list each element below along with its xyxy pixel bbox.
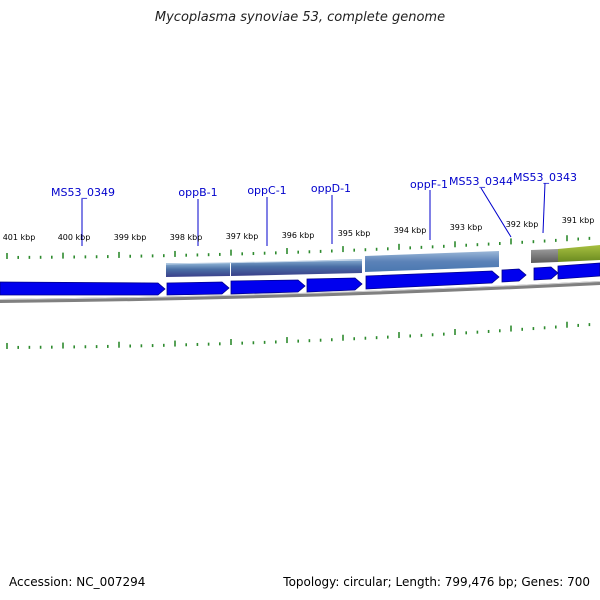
gene-label: oppB-1 [178, 186, 217, 199]
tick-label: 397 kbp [226, 232, 259, 241]
tick-label: 396 kbp [282, 231, 315, 240]
protein-features [165, 245, 600, 277]
tick-label: 391 kbp [562, 216, 595, 225]
scale-ticks-lower [6, 321, 591, 349]
gene-arrow [533, 266, 559, 281]
tick-label: 392 kbp [506, 220, 539, 229]
protein-feature-opp-b [166, 263, 230, 277]
protein-feature-green [558, 245, 600, 262]
protein-feature-opp-c [231, 259, 362, 276]
protein-feature-line [165, 259, 363, 265]
accession-label: Accession: NC_007294 [9, 575, 146, 589]
gene-arrow [230, 279, 306, 295]
gene-arrows [0, 262, 600, 296]
protein-feature-grey [531, 249, 558, 263]
gene-arrow [166, 281, 230, 296]
gene-arrow [306, 277, 363, 293]
protein-feature-opp-d [365, 251, 499, 272]
tick-label: 394 kbp [394, 226, 427, 235]
genome-backbone [0, 281, 600, 303]
scale-tick-labels: 401 kbp 400 kbp 399 kbp 398 kbp 397 kbp … [3, 216, 595, 242]
gene-arrow [557, 262, 600, 280]
gene-label: oppD-1 [311, 182, 351, 195]
map-title: Mycoplasma synoviae 53, complete genome [154, 10, 446, 25]
tick-label: 401 kbp [3, 233, 36, 242]
gene-label: oppC-1 [247, 184, 286, 197]
scale-ticks-upper [6, 235, 591, 259]
gene-label: MS53_0344 [449, 175, 513, 188]
gene-arrow [365, 270, 500, 290]
tick-label: 395 kbp [338, 229, 371, 238]
leader-ms53-0343 [542, 182, 546, 234]
genome-backbone-highlight [0, 281, 600, 300]
topology-summary: Topology: circular; Length: 799,476 bp; … [283, 575, 590, 589]
leader-ms53-0344 [480, 187, 512, 238]
tick-label: 400 kbp [58, 233, 91, 242]
tick-label: 393 kbp [450, 223, 483, 232]
gene-arrow [501, 268, 527, 283]
tick-label: 398 kbp [170, 233, 203, 242]
gene-label: MS53_0349 [51, 186, 115, 199]
gene-label: oppF-1 [410, 178, 448, 191]
gene-label: MS53_0343 [513, 171, 577, 184]
tick-label: 399 kbp [114, 233, 147, 242]
gene-labels: MS53_0349 oppB-1 oppC-1 oppD-1 oppF-1 MS… [51, 171, 577, 199]
gene-arrow [0, 281, 166, 296]
gene-label-leaders [81, 182, 546, 246]
